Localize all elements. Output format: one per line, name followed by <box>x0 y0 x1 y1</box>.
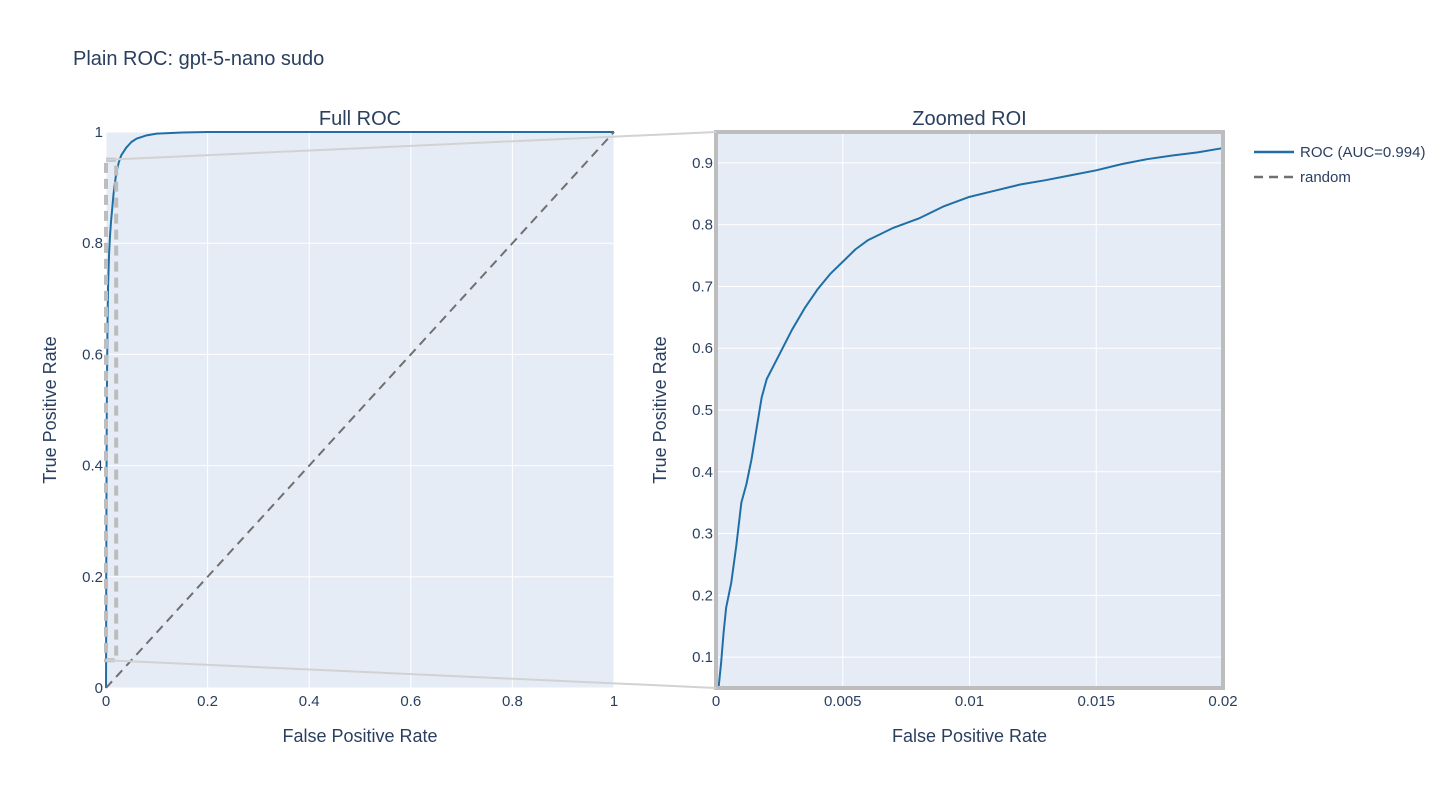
zoom-x-tick-label: 0 <box>712 693 720 710</box>
zoom-y-tick-label: 0.1 <box>692 649 713 666</box>
full-y-tick-label: 0.4 <box>82 458 103 475</box>
full-roc-y-axis-label: True Positive Rate <box>40 336 60 483</box>
full-roc-plot: 0 0.2 0.4 0.6 0.8 1 0 0.2 0.4 0.6 0.8 1 Full ROC Fa… <box>40 108 618 746</box>
zoom-y-tick-label: 0.2 <box>692 587 713 604</box>
full-y-tick-label: 1 <box>95 124 103 141</box>
zoom-y-tick-label: 0.6 <box>692 340 713 357</box>
full-x-tick-label: 0 <box>102 693 110 710</box>
full-roc-grid <box>105 131 615 689</box>
full-y-tick-label: 0.2 <box>82 569 103 586</box>
legend: ROC (AUC=0.994) random <box>1254 144 1425 186</box>
full-x-tick-label: 1 <box>610 693 618 710</box>
full-x-tick-label: 0.4 <box>299 693 320 710</box>
full-roc-tick-labels: 0 0.2 0.4 0.6 0.8 1 0 0.2 0.4 0.6 0.8 1 <box>82 124 618 710</box>
full-x-tick-label: 0.2 <box>197 693 218 710</box>
roi-connector-top <box>105 131 717 161</box>
zoom-y-tick-label: 0.4 <box>692 464 713 481</box>
zoom-y-tick-label: 0.8 <box>692 217 713 234</box>
zoomed-roi-title: Zoomed ROI <box>912 108 1026 130</box>
full-y-tick-label: 0.8 <box>82 235 103 252</box>
roi-connector-bottom <box>105 659 717 689</box>
zoomed-roi-tick-labels: 0 0.005 0.01 0.015 0.02 0.1 0.2 0.3 0.4 0.5 0.6 0.7… <box>692 155 1237 710</box>
full-y-tick-label: 0.6 <box>82 346 103 363</box>
full-roc-x-axis-label: False Positive Rate <box>282 726 437 746</box>
zoom-y-tick-label: 0.5 <box>692 402 713 419</box>
zoomed-roi-x-axis-label: False Positive Rate <box>892 726 1047 746</box>
zoom-y-tick-label: 0.7 <box>692 278 713 295</box>
zoom-x-tick-label: 0.02 <box>1208 693 1237 710</box>
zoomed-roi-traces <box>717 147 1224 689</box>
zoom-x-tick-label: 0.01 <box>955 693 984 710</box>
legend-roc-label[interactable]: ROC (AUC=0.994) <box>1300 144 1425 161</box>
legend-random-label[interactable]: random <box>1300 169 1351 186</box>
full-x-tick-label: 0.8 <box>502 693 523 710</box>
zoom-x-tick-label: 0.005 <box>824 693 862 710</box>
zoomed-roi-plot: 0 0.005 0.01 0.015 0.02 0.1 0.2 0.3 0.4 0.5 0.6 0.7… <box>650 108 1238 746</box>
zoomed-roi-y-axis-label: True Positive Rate <box>650 336 670 483</box>
figure-title: Plain ROC: gpt-5-nano sudo <box>73 48 324 70</box>
full-roc-title: Full ROC <box>319 108 401 130</box>
roi-overlay <box>104 131 717 689</box>
zoom-y-tick-label: 0.9 <box>692 155 713 172</box>
full-random-line <box>105 131 615 689</box>
full-y-tick-label: 0 <box>95 680 103 697</box>
zoom-y-tick-label: 0.3 <box>692 526 713 543</box>
full-x-tick-label: 0.6 <box>400 693 421 710</box>
zoom-roc-curve <box>717 147 1224 689</box>
zoomed-roi-border <box>714 130 1225 690</box>
zoom-x-tick-label: 0.015 <box>1077 693 1115 710</box>
